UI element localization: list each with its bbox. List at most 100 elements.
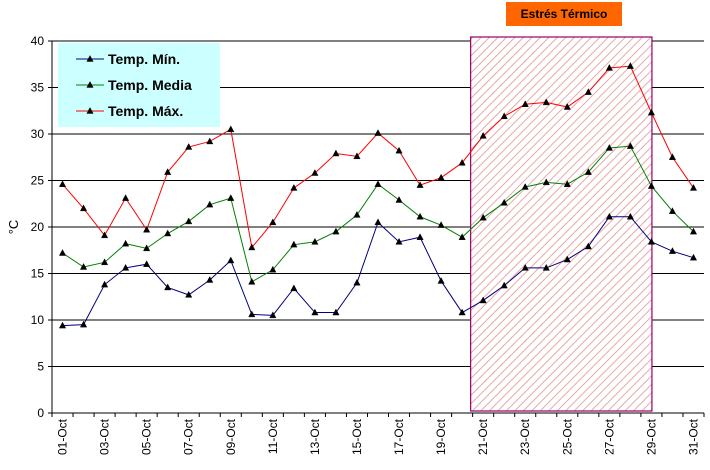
data-point — [227, 125, 235, 133]
data-point — [626, 142, 634, 149]
data-point — [416, 181, 424, 188]
y-tick-label: 5 — [37, 360, 44, 374]
data-point — [80, 320, 88, 328]
heat-stress-banner: Estrés Térmico — [506, 2, 622, 26]
legend-label: Temp. Máx. — [108, 103, 183, 119]
x-tick-label: 01-Oct — [56, 418, 70, 455]
x-tick-label: 25-Oct — [560, 418, 574, 455]
data-point — [374, 218, 382, 226]
data-point — [626, 62, 634, 69]
data-point — [668, 153, 676, 160]
x-tick-label: 11-Oct — [266, 418, 280, 454]
data-point — [395, 146, 403, 154]
x-tick-label: 03-Oct — [98, 418, 112, 455]
y-tick-label: 25 — [31, 174, 45, 188]
y-tick-label: 30 — [31, 127, 45, 141]
data-point — [143, 260, 151, 267]
data-point — [605, 64, 613, 71]
data-point — [626, 212, 634, 220]
data-point — [584, 242, 592, 250]
data-point — [689, 184, 698, 191]
data-point — [458, 308, 466, 316]
data-point — [164, 168, 172, 175]
data-point — [563, 255, 571, 263]
data-point — [58, 321, 67, 329]
data-point — [185, 143, 193, 150]
data-point — [563, 180, 571, 187]
data-point — [374, 129, 382, 136]
data-point — [416, 212, 424, 220]
x-tick-label: 31-Oct — [686, 418, 700, 455]
x-tick-label: 15-Oct — [350, 418, 364, 455]
data-point — [416, 233, 424, 240]
series-2 — [58, 62, 698, 251]
data-point — [500, 281, 508, 289]
data-point — [668, 247, 676, 254]
y-tick-label: 35 — [31, 81, 45, 95]
data-point — [227, 256, 235, 264]
banner-label: Estrés Térmico — [521, 7, 608, 21]
legend-marker — [86, 107, 94, 114]
series-group — [58, 62, 698, 329]
data-point — [101, 258, 109, 266]
data-point — [500, 198, 508, 206]
data-point — [521, 263, 529, 271]
data-point — [248, 277, 256, 285]
data-point — [689, 253, 698, 261]
y-tick-label: 40 — [31, 34, 45, 48]
data-point — [206, 276, 214, 283]
data-point — [80, 204, 88, 212]
data-point — [122, 263, 130, 271]
data-point — [311, 237, 319, 245]
data-point — [395, 237, 403, 245]
data-point — [227, 194, 235, 201]
data-point — [353, 152, 361, 160]
data-point — [332, 227, 340, 235]
data-point — [584, 88, 592, 95]
data-point — [605, 144, 613, 151]
data-point — [332, 149, 340, 157]
data-point — [647, 108, 655, 116]
data-point — [269, 218, 277, 226]
data-point — [542, 178, 550, 186]
data-point — [437, 173, 445, 181]
legend-label: Temp. Mín. — [108, 51, 180, 67]
x-tick-label: 27-Oct — [602, 418, 616, 455]
data-point — [58, 249, 67, 256]
data-point — [311, 169, 319, 176]
banner-box — [506, 2, 622, 26]
y-tick-label: 20 — [31, 220, 45, 234]
data-point — [521, 100, 529, 107]
data-point — [206, 137, 214, 145]
y-axis-label: °C — [6, 220, 21, 235]
axes: 0 5 10 15 20 25 30 35 40 01-Oct 03-Oct 05-Oct 07-Oct… — [6, 34, 705, 455]
data-point — [479, 296, 487, 304]
data-point — [185, 217, 193, 225]
series-1 — [58, 142, 698, 285]
data-point — [542, 98, 550, 106]
data-point — [353, 210, 361, 218]
y-tick-label: 10 — [31, 313, 45, 327]
x-tick-label: 05-Oct — [140, 418, 154, 455]
series-0 — [58, 212, 698, 329]
data-point — [395, 196, 403, 203]
data-point — [521, 183, 529, 190]
data-point — [206, 200, 214, 208]
data-point — [122, 239, 130, 247]
data-point — [437, 221, 445, 228]
y-tick-label: 15 — [31, 267, 45, 281]
data-point — [122, 194, 130, 201]
data-point — [647, 182, 655, 189]
x-tick-label: 09-Oct — [224, 418, 238, 455]
data-point — [143, 225, 151, 233]
data-point — [605, 212, 613, 220]
data-point — [164, 229, 172, 237]
data-point — [563, 103, 571, 110]
heat-stress-area — [470, 36, 653, 412]
data-point — [500, 112, 508, 120]
data-point — [80, 263, 88, 270]
legend-marker — [86, 55, 94, 62]
data-point — [584, 168, 592, 175]
data-point — [311, 308, 319, 316]
